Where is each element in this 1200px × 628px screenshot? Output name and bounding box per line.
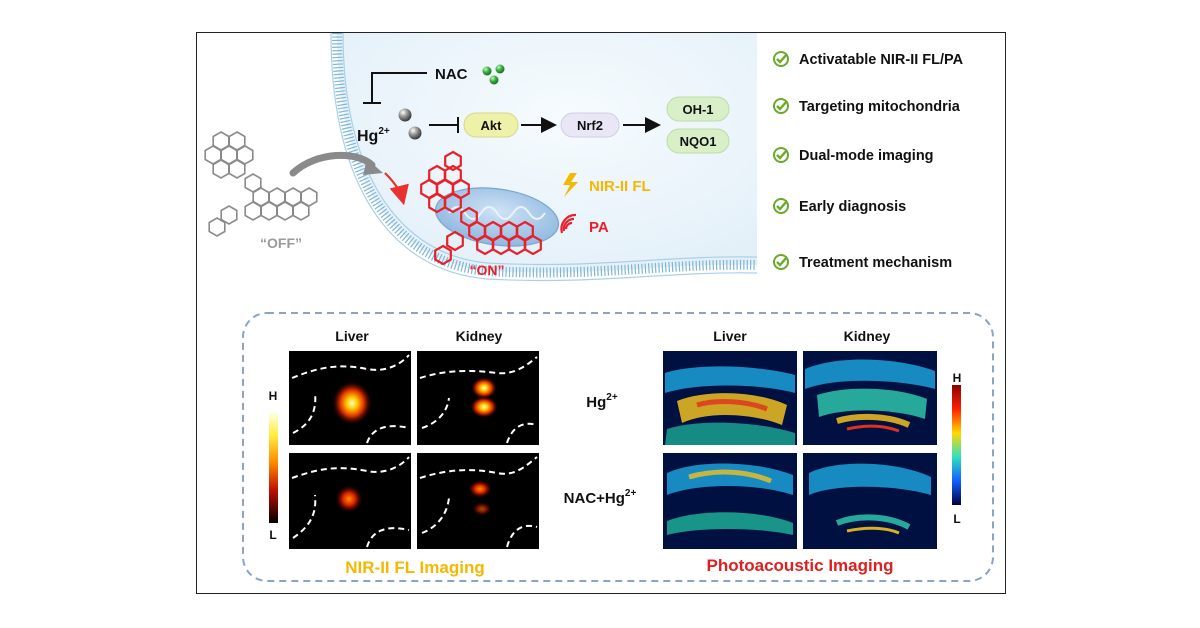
check-icon [773,98,789,114]
akt-label: Akt [481,118,503,133]
imaging-panel [242,312,994,582]
signaling-pathway: NAC Hg2+ Akt Nrf2 OH-1 NQO1 [357,64,730,154]
figure-frame: NAC Hg2+ Akt Nrf2 OH-1 NQO1 “OFF” [196,32,1006,594]
activation-arrow [384,172,409,206]
pa-scale-high: H [953,371,962,385]
probe-off-molecule [204,131,318,237]
pa-scale-low: L [953,512,960,526]
nqo1-label: NQO1 [680,134,717,149]
nrf2-label: Nrf2 [577,118,603,133]
nac-label: NAC [435,66,468,83]
probe-on-label: “ON” [470,262,505,278]
feature-item: Treatment mechanism [799,255,952,271]
oh1-label: OH-1 [682,102,713,117]
cell-membrane [330,33,758,282]
fl-scale-low: L [269,528,276,542]
feature-list: Activatable NIR-II FL/PA Targeting mitoc… [773,51,964,271]
row-label-hg: Hg2+ [586,392,618,411]
fl-image-liver-hg [289,351,411,445]
pa-kidney-header: Kidney [844,328,891,344]
akt-box [463,112,519,138]
fl-liver-header: Liver [335,328,369,344]
fl-kidney-header: Kidney [456,328,503,344]
oh1-box [666,96,730,122]
nac-molecule-icon [482,64,505,85]
fl-image-liver-nac-hg [289,453,411,549]
pa-image-liver-nac-hg [663,453,797,549]
nir-fl-signal-label: NIR-II FL [589,178,651,195]
nqo1-box [666,128,730,154]
pa-liver-header: Liver [713,328,747,344]
check-icon [773,198,789,214]
feature-item: Targeting mitochondria [799,99,961,115]
nrf2-box [560,112,620,138]
feature-item: Dual-mode imaging [799,148,934,164]
fl-imaging-title: NIR-II FL Imaging [345,558,484,577]
figure-canvas: NAC Hg2+ Akt Nrf2 OH-1 NQO1 “OFF” [204,33,994,582]
feature-item: Early diagnosis [799,199,906,215]
fl-image-kidney-nac-hg [417,453,539,549]
check-icon [773,254,789,270]
fl-colorbar [269,413,278,523]
check-icon [773,51,789,67]
lightning-icon [563,173,578,197]
pa-image-kidney-hg [803,351,937,445]
pa-colorbar [952,385,961,505]
sound-wave-icon [560,213,577,234]
hg-label: Hg2+ [357,126,390,145]
pa-image-kidney-nac-hg [803,453,937,549]
mercury-sphere-icon [398,108,422,140]
mitochondrion [434,187,560,247]
fl-scale-high: H [269,389,278,403]
feature-item: Activatable NIR-II FL/PA [799,52,964,68]
pa-signal-label: PA [589,219,609,236]
fl-image-kidney-hg [417,351,539,445]
check-icon [773,147,789,163]
pa-image-liver-hg [663,351,797,445]
row-label-nac-hg: NAC+Hg2+ [564,488,637,507]
probe-off-label: “OFF” [260,235,302,251]
pa-imaging-title: Photoacoustic Imaging [706,556,893,575]
